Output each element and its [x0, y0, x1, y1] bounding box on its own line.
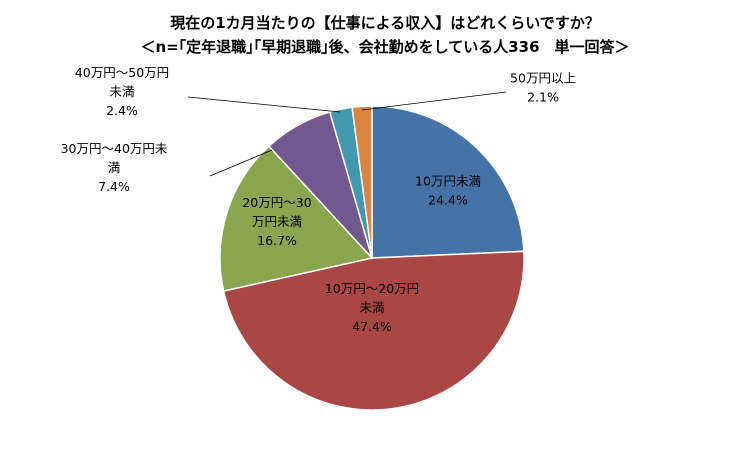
- slice-label: 20万円～30 万円未満 16.7%: [242, 195, 311, 248]
- slice-category-label: 20万円～30: [242, 195, 311, 210]
- chart-title: 現在の1カ月当たりの【仕事による収入】はどれくらいですか？: [170, 14, 600, 32]
- slice-labels: 10万円未満 24.4%10万円～20万円未満 47.4%20万円～30 万円未満 16…: [61, 65, 576, 334]
- slice-value-label: 7.4%: [98, 179, 130, 194]
- slice-label: 10万円未満 24.4%: [415, 174, 481, 208]
- pie-slices: [219, 105, 525, 411]
- slice-category-label: 満: [108, 160, 121, 175]
- leader-line: [187, 96, 341, 113]
- slice-category-label: 40万円～50万円: [75, 65, 169, 80]
- slice-value-label: 47.4%: [352, 319, 392, 334]
- slice-label: 40万円～50万円未満 2.4%: [75, 65, 169, 118]
- slice-category-label: 未満: [109, 84, 134, 99]
- slice-label: 50万円以上 2.1%: [510, 71, 576, 105]
- slice-value-label: 2.1%: [527, 90, 559, 105]
- slice-category-label: 10万円～20万円: [325, 281, 419, 296]
- pie-slice: [351, 105, 373, 259]
- pie-slice: [219, 145, 374, 292]
- slice-category-label: 万円未満: [252, 214, 302, 229]
- leader-line: [209, 149, 273, 177]
- leader-lines: [187, 91, 507, 177]
- pie-slice: [222, 250, 525, 411]
- slice-value-label: 2.4%: [106, 103, 138, 118]
- chart-subtitle: ＜n=｢定年退職｣｢早期退職｣後、会社勤めをしている人336 単一回答＞: [140, 38, 629, 56]
- pie-slice: [371, 105, 525, 259]
- slice-category-label: 未満: [359, 300, 384, 315]
- slice-value-label: 16.7%: [257, 233, 297, 248]
- slice-category-label: 50万円以上: [510, 71, 576, 86]
- slice-value-label: 24.4%: [428, 193, 468, 208]
- leader-line: [361, 91, 507, 111]
- slice-category-label: 10万円未満: [415, 174, 481, 189]
- slice-label: 10万円～20万円未満 47.4%: [325, 281, 419, 334]
- slice-label: 30万円～40万円未満 7.4%: [61, 141, 168, 194]
- slice-category-label: 30万円～40万円未: [61, 141, 168, 156]
